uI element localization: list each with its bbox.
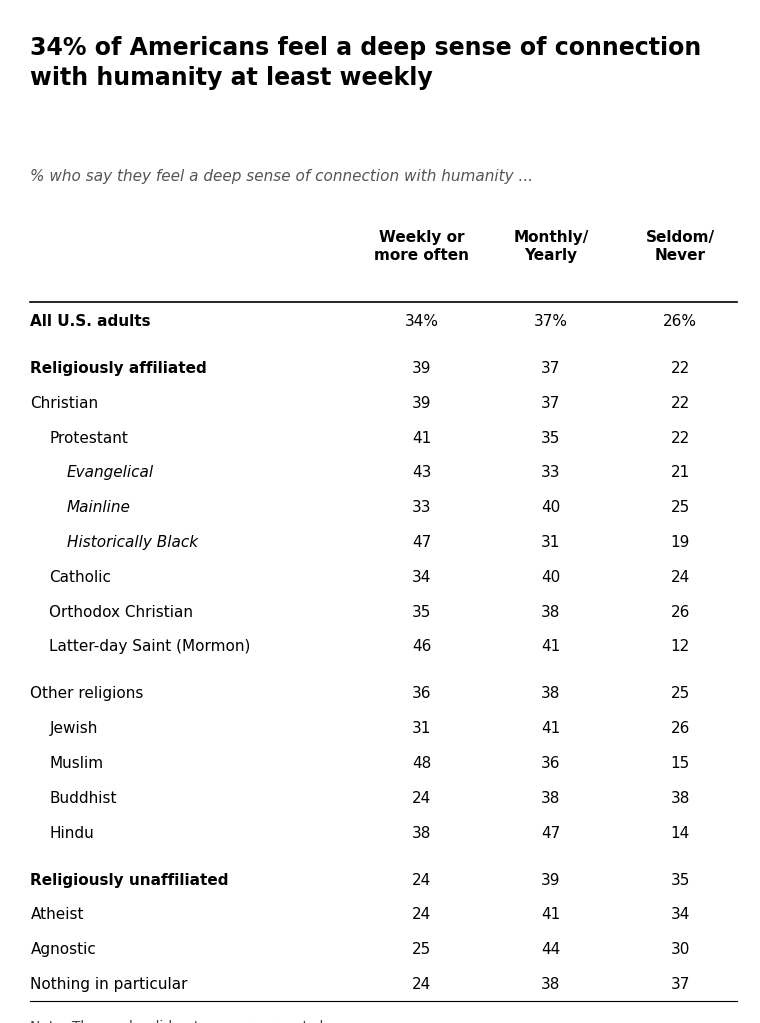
- Text: Evangelical: Evangelical: [67, 465, 154, 481]
- Text: 34: 34: [412, 570, 432, 585]
- Text: Note: Those who did not answer are not shown.: Note: Those who did not answer are not s…: [30, 1020, 362, 1023]
- Text: 26: 26: [670, 721, 690, 737]
- Text: 30: 30: [670, 942, 690, 958]
- Text: 39: 39: [412, 396, 432, 411]
- Text: 41: 41: [541, 907, 561, 923]
- Text: 14: 14: [670, 826, 690, 841]
- Text: Buddhist: Buddhist: [49, 791, 117, 806]
- Text: Other religions: Other religions: [30, 686, 144, 702]
- Text: 38: 38: [541, 977, 561, 992]
- Text: 46: 46: [412, 639, 432, 655]
- Text: Monthly/
Yearly: Monthly/ Yearly: [513, 230, 589, 263]
- Text: Religiously affiliated: Religiously affiliated: [30, 361, 207, 376]
- Text: Latter-day Saint (Mormon): Latter-day Saint (Mormon): [49, 639, 251, 655]
- Text: Protestant: Protestant: [49, 431, 128, 446]
- Text: 34%: 34%: [405, 314, 439, 329]
- Text: 41: 41: [412, 431, 432, 446]
- Text: 22: 22: [670, 361, 690, 376]
- Text: 24: 24: [670, 570, 690, 585]
- Text: 37: 37: [541, 361, 561, 376]
- Text: 22: 22: [670, 431, 690, 446]
- Text: Agnostic: Agnostic: [30, 942, 97, 958]
- Text: Muslim: Muslim: [49, 756, 103, 771]
- Text: Hindu: Hindu: [49, 826, 94, 841]
- Text: 19: 19: [670, 535, 690, 550]
- Text: 25: 25: [670, 686, 690, 702]
- Text: 38: 38: [670, 791, 690, 806]
- Text: 40: 40: [541, 570, 561, 585]
- Text: Atheist: Atheist: [30, 907, 84, 923]
- Text: 37: 37: [670, 977, 690, 992]
- Text: 37%: 37%: [534, 314, 568, 329]
- Text: Orthodox Christian: Orthodox Christian: [49, 605, 193, 620]
- Text: 38: 38: [541, 686, 561, 702]
- Text: 41: 41: [541, 639, 561, 655]
- Text: 38: 38: [412, 826, 432, 841]
- Text: 26%: 26%: [663, 314, 697, 329]
- Text: 39: 39: [412, 361, 432, 376]
- Text: 41: 41: [541, 721, 561, 737]
- Text: 24: 24: [412, 873, 432, 888]
- Text: 47: 47: [541, 826, 561, 841]
- Text: Historically Black: Historically Black: [67, 535, 198, 550]
- Text: 35: 35: [541, 431, 561, 446]
- Text: 43: 43: [412, 465, 432, 481]
- Text: Christian: Christian: [30, 396, 99, 411]
- Text: 38: 38: [541, 605, 561, 620]
- Text: 34: 34: [670, 907, 690, 923]
- Text: Catholic: Catholic: [49, 570, 112, 585]
- Text: 48: 48: [412, 756, 432, 771]
- Text: 21: 21: [670, 465, 690, 481]
- Text: 12: 12: [670, 639, 690, 655]
- Text: 34% of Americans feel a deep sense of connection
with humanity at least weekly: 34% of Americans feel a deep sense of co…: [30, 36, 701, 89]
- Text: 44: 44: [541, 942, 561, 958]
- Text: 24: 24: [412, 791, 432, 806]
- Text: Mainline: Mainline: [67, 500, 131, 516]
- Text: 38: 38: [541, 791, 561, 806]
- Text: 25: 25: [412, 942, 432, 958]
- Text: 15: 15: [670, 756, 690, 771]
- Text: Religiously unaffiliated: Religiously unaffiliated: [30, 873, 229, 888]
- Text: Nothing in particular: Nothing in particular: [30, 977, 188, 992]
- Text: 24: 24: [412, 907, 432, 923]
- Text: 25: 25: [670, 500, 690, 516]
- Text: 33: 33: [541, 465, 561, 481]
- Text: Weekly or
more often: Weekly or more often: [374, 230, 470, 263]
- Text: 37: 37: [541, 396, 561, 411]
- Text: All U.S. adults: All U.S. adults: [30, 314, 151, 329]
- Text: 39: 39: [541, 873, 561, 888]
- Text: 26: 26: [670, 605, 690, 620]
- Text: 35: 35: [670, 873, 690, 888]
- Text: 40: 40: [541, 500, 561, 516]
- Text: 33: 33: [412, 500, 432, 516]
- Text: 36: 36: [412, 686, 432, 702]
- Text: 47: 47: [412, 535, 432, 550]
- Text: Jewish: Jewish: [49, 721, 98, 737]
- Text: 24: 24: [412, 977, 432, 992]
- Text: 35: 35: [412, 605, 432, 620]
- Text: 31: 31: [541, 535, 561, 550]
- Text: 36: 36: [541, 756, 561, 771]
- Text: 31: 31: [412, 721, 432, 737]
- Text: % who say they feel a deep sense of connection with humanity ...: % who say they feel a deep sense of conn…: [30, 169, 534, 184]
- Text: 22: 22: [670, 396, 690, 411]
- Text: Seldom/
Never: Seldom/ Never: [646, 230, 714, 263]
